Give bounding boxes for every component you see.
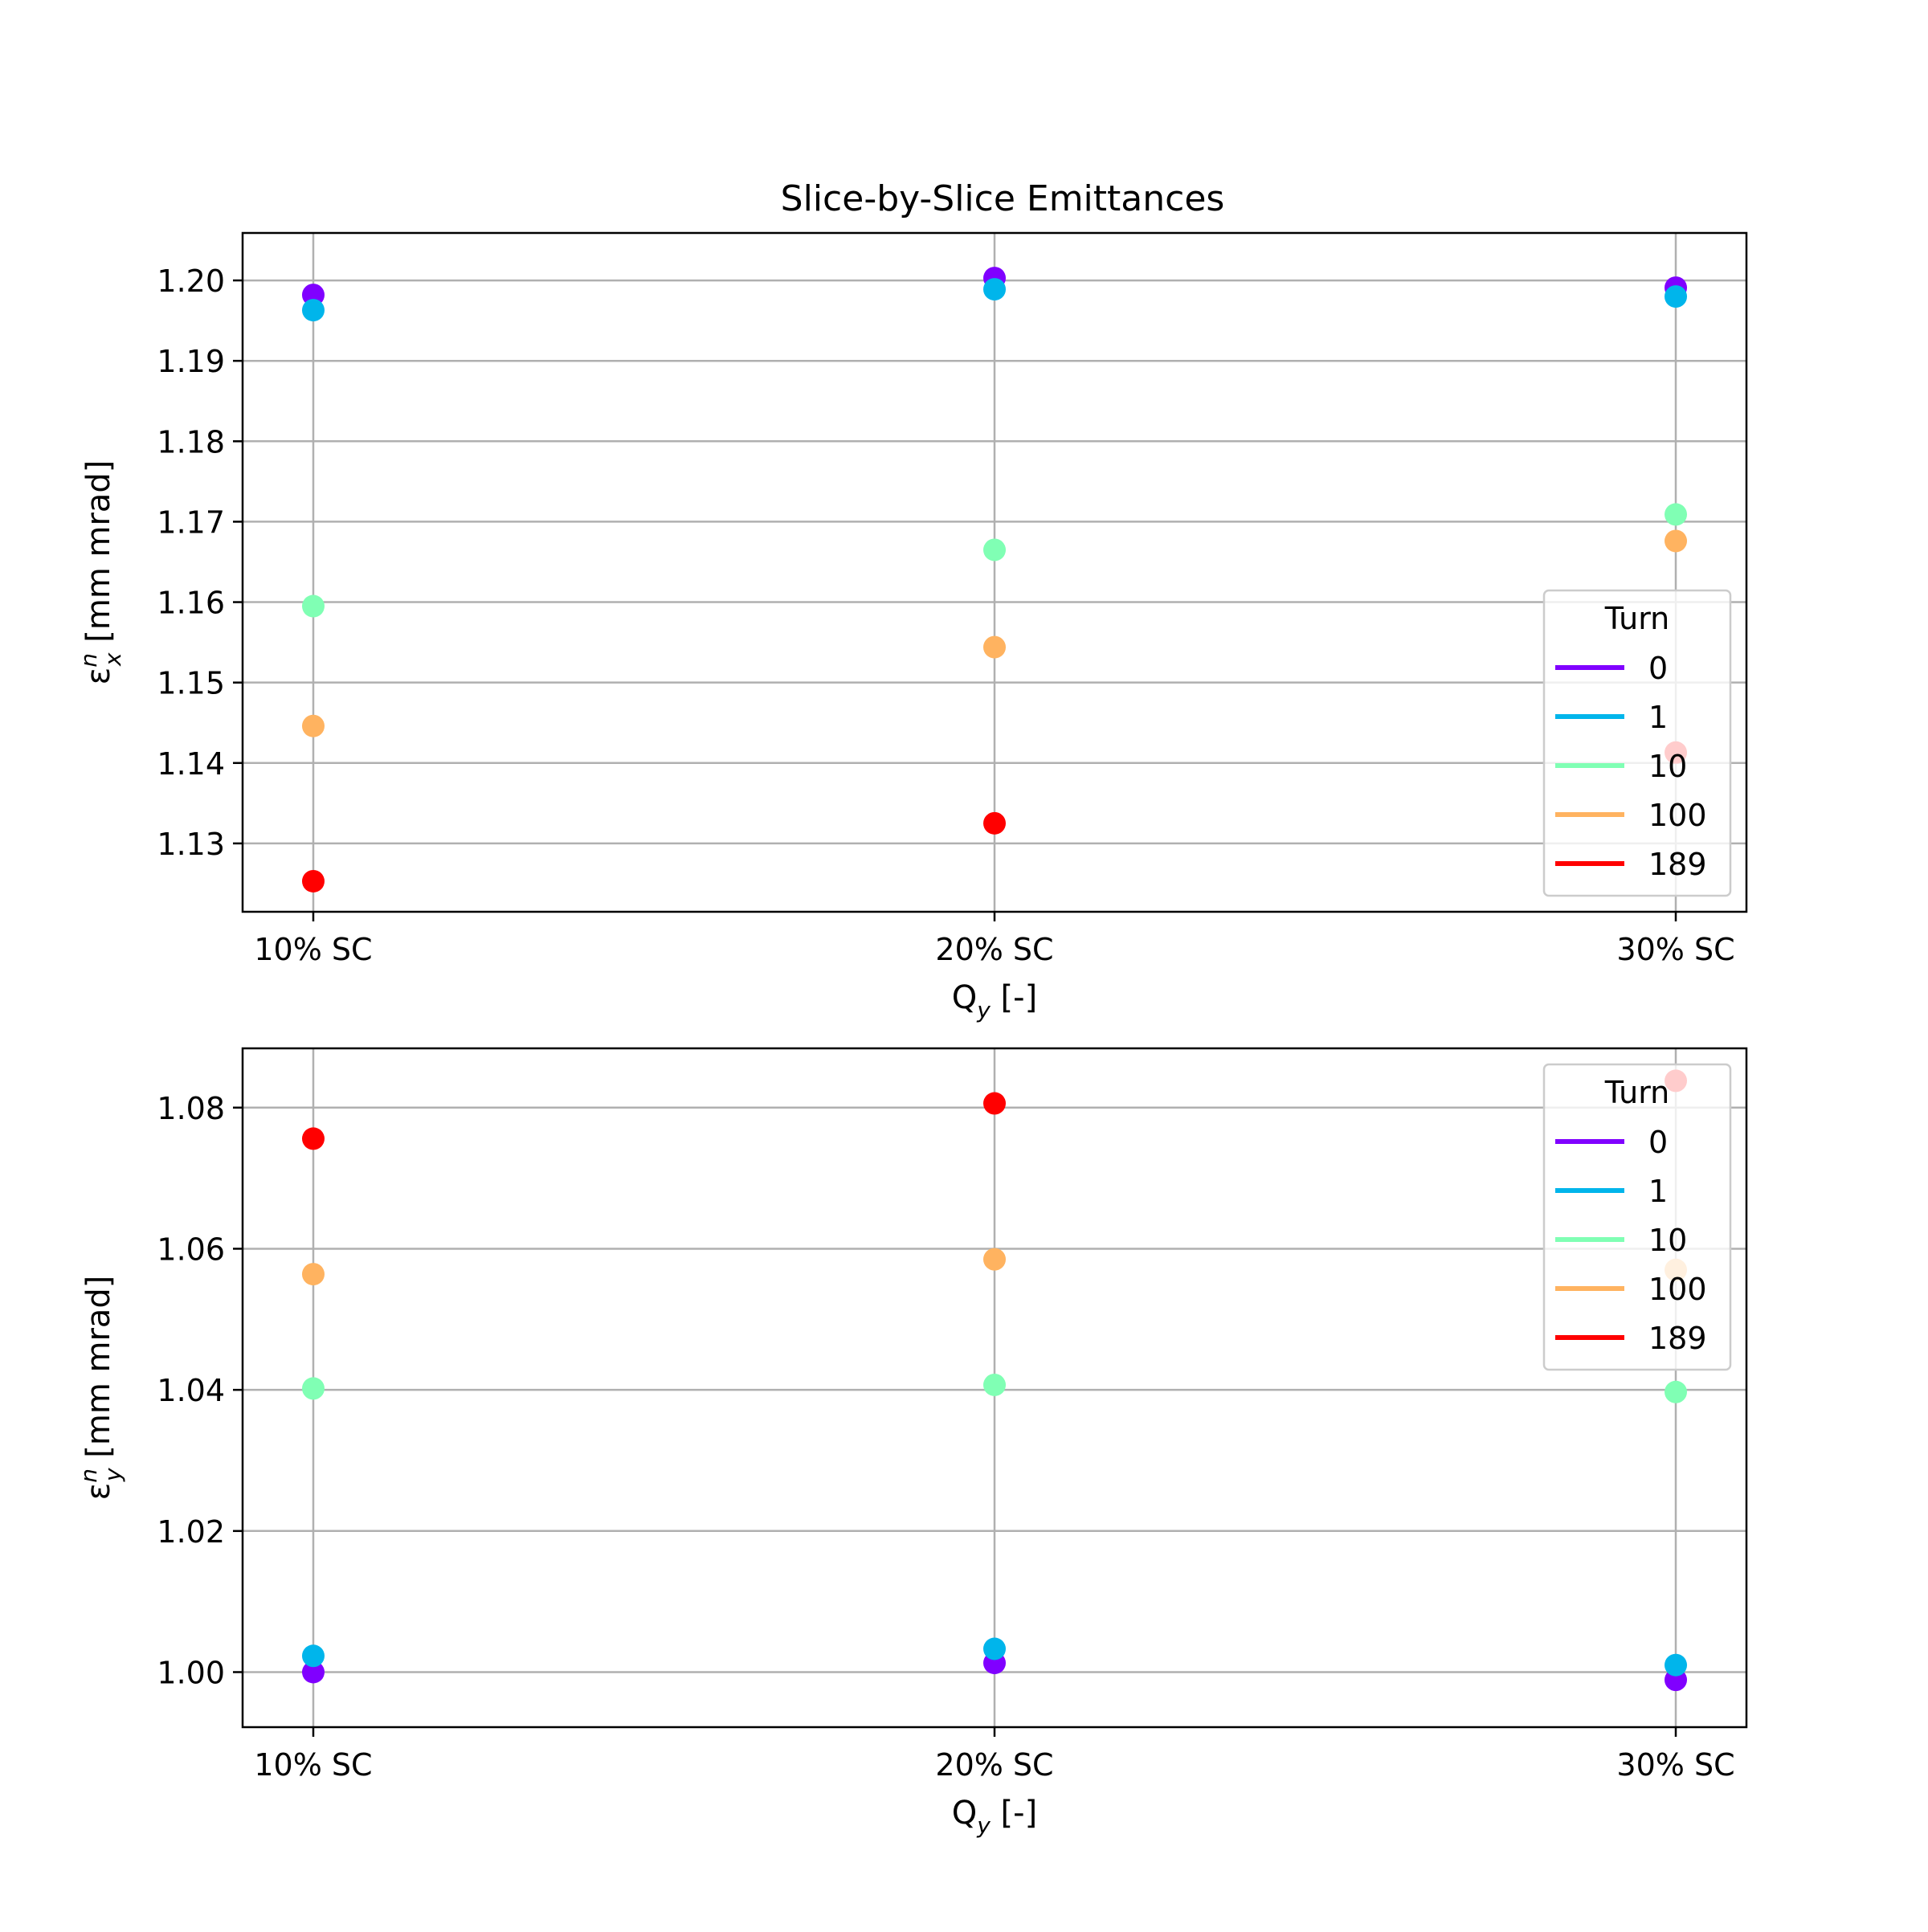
y-tick-label: 1.06 xyxy=(157,1231,225,1267)
x-tick-label: 30% SC xyxy=(1616,932,1734,967)
y-tick-label: 1.00 xyxy=(157,1655,225,1690)
x-tick-label: 20% SC xyxy=(935,1747,1053,1783)
tick-labels: 1.13 1.14 1.15 1.16 1.17 1.18 1.19 1.20 10% SC 20… xyxy=(157,263,1734,967)
tick-labels: 1.00 1.02 1.04 1.06 1.08 10% SC 20% SC 30% SC xyxy=(157,1091,1734,1783)
y-tick-label: 1.17 xyxy=(157,504,225,540)
data-point-turn-1 xyxy=(1665,1653,1688,1677)
data-point-turn-10 xyxy=(301,594,325,618)
y-tick-label: 1.04 xyxy=(157,1373,225,1408)
legend: Turn 0 1 10 100 189 xyxy=(1542,1063,1732,1371)
x-tick-label: 10% SC xyxy=(254,932,372,967)
data-point-turn-189 xyxy=(983,1092,1006,1115)
data-point-turn-1 xyxy=(301,1644,325,1668)
ticks xyxy=(233,279,1677,921)
legend-label-turn-10: 10 xyxy=(1648,1223,1687,1258)
y-axis-label: εnx [mm mrad] xyxy=(76,460,126,685)
data-point-turn-1 xyxy=(301,299,325,322)
data-point-turn-10 xyxy=(983,538,1006,562)
data-point-turn-1 xyxy=(983,1637,1006,1660)
legend-label-turn-189: 189 xyxy=(1648,847,1707,882)
legend-title: Turn xyxy=(1604,1075,1670,1110)
x-tick-label: 30% SC xyxy=(1616,1747,1734,1783)
data-point-turn-10 xyxy=(1665,503,1688,526)
data-point-turn-10 xyxy=(301,1377,325,1400)
data-point-turn-189 xyxy=(301,869,325,892)
legend-label-turn-1: 1 xyxy=(1648,1174,1668,1209)
y-tick-label: 1.13 xyxy=(157,827,225,862)
legend-label-turn-100: 100 xyxy=(1648,1272,1707,1307)
x-tick-label: 20% SC xyxy=(935,932,1053,967)
legend-label-turn-0: 0 xyxy=(1648,1125,1668,1160)
y-tick-label: 1.08 xyxy=(157,1091,225,1126)
data-point-turn-189 xyxy=(301,1127,325,1150)
y-tick-label: 1.14 xyxy=(157,746,225,782)
legend-label-turn-0: 0 xyxy=(1648,651,1668,686)
figure-title: Slice-by-Slice Emittances xyxy=(781,178,1225,219)
ticks xyxy=(233,1106,1677,1737)
x-axis-label: Qy [-] xyxy=(952,1795,1037,1839)
x-axis-label: Qy [-] xyxy=(952,979,1037,1023)
data-point-turn-100 xyxy=(301,1263,325,1286)
legend: Turn 0 1 10 100 189 xyxy=(1542,589,1732,897)
grid xyxy=(243,233,1746,912)
legend-title: Turn xyxy=(1604,601,1670,636)
data-point-turn-10 xyxy=(1665,1380,1688,1403)
panel-vertical-emittance: 1.00 1.02 1.04 1.06 1.08 10% SC 20% SC 30% SC Q… xyxy=(76,1047,1748,1839)
x-tick-label: 10% SC xyxy=(254,1747,372,1783)
data-point-turn-1 xyxy=(983,278,1006,301)
y-tick-label: 1.16 xyxy=(157,586,225,621)
data-point-turn-100 xyxy=(983,635,1006,659)
data-point-turn-100 xyxy=(301,714,325,737)
y-tick-label: 1.02 xyxy=(157,1514,225,1550)
data-point-turn-10 xyxy=(983,1373,1006,1396)
y-tick-label: 1.19 xyxy=(157,344,225,379)
y-axis-label: εny [mm mrad] xyxy=(76,1276,126,1501)
data-points xyxy=(301,267,1688,892)
y-tick-label: 1.20 xyxy=(157,263,225,299)
legend-label-turn-100: 100 xyxy=(1648,798,1707,833)
data-point-turn-189 xyxy=(983,811,1006,835)
legend-label-turn-10: 10 xyxy=(1648,749,1687,784)
legend-label-turn-1: 1 xyxy=(1648,700,1668,735)
data-point-turn-0 xyxy=(301,1660,325,1684)
y-tick-label: 1.15 xyxy=(157,666,225,701)
data-point-turn-100 xyxy=(983,1248,1006,1271)
panel-horizontal-emittance: 1.13 1.14 1.15 1.16 1.17 1.18 1.19 1.20 10% SC 20… xyxy=(76,231,1748,1023)
data-point-turn-100 xyxy=(1665,529,1688,553)
y-tick-label: 1.18 xyxy=(157,424,225,460)
legend-label-turn-189: 189 xyxy=(1648,1321,1707,1356)
data-point-turn-1 xyxy=(1665,285,1688,308)
